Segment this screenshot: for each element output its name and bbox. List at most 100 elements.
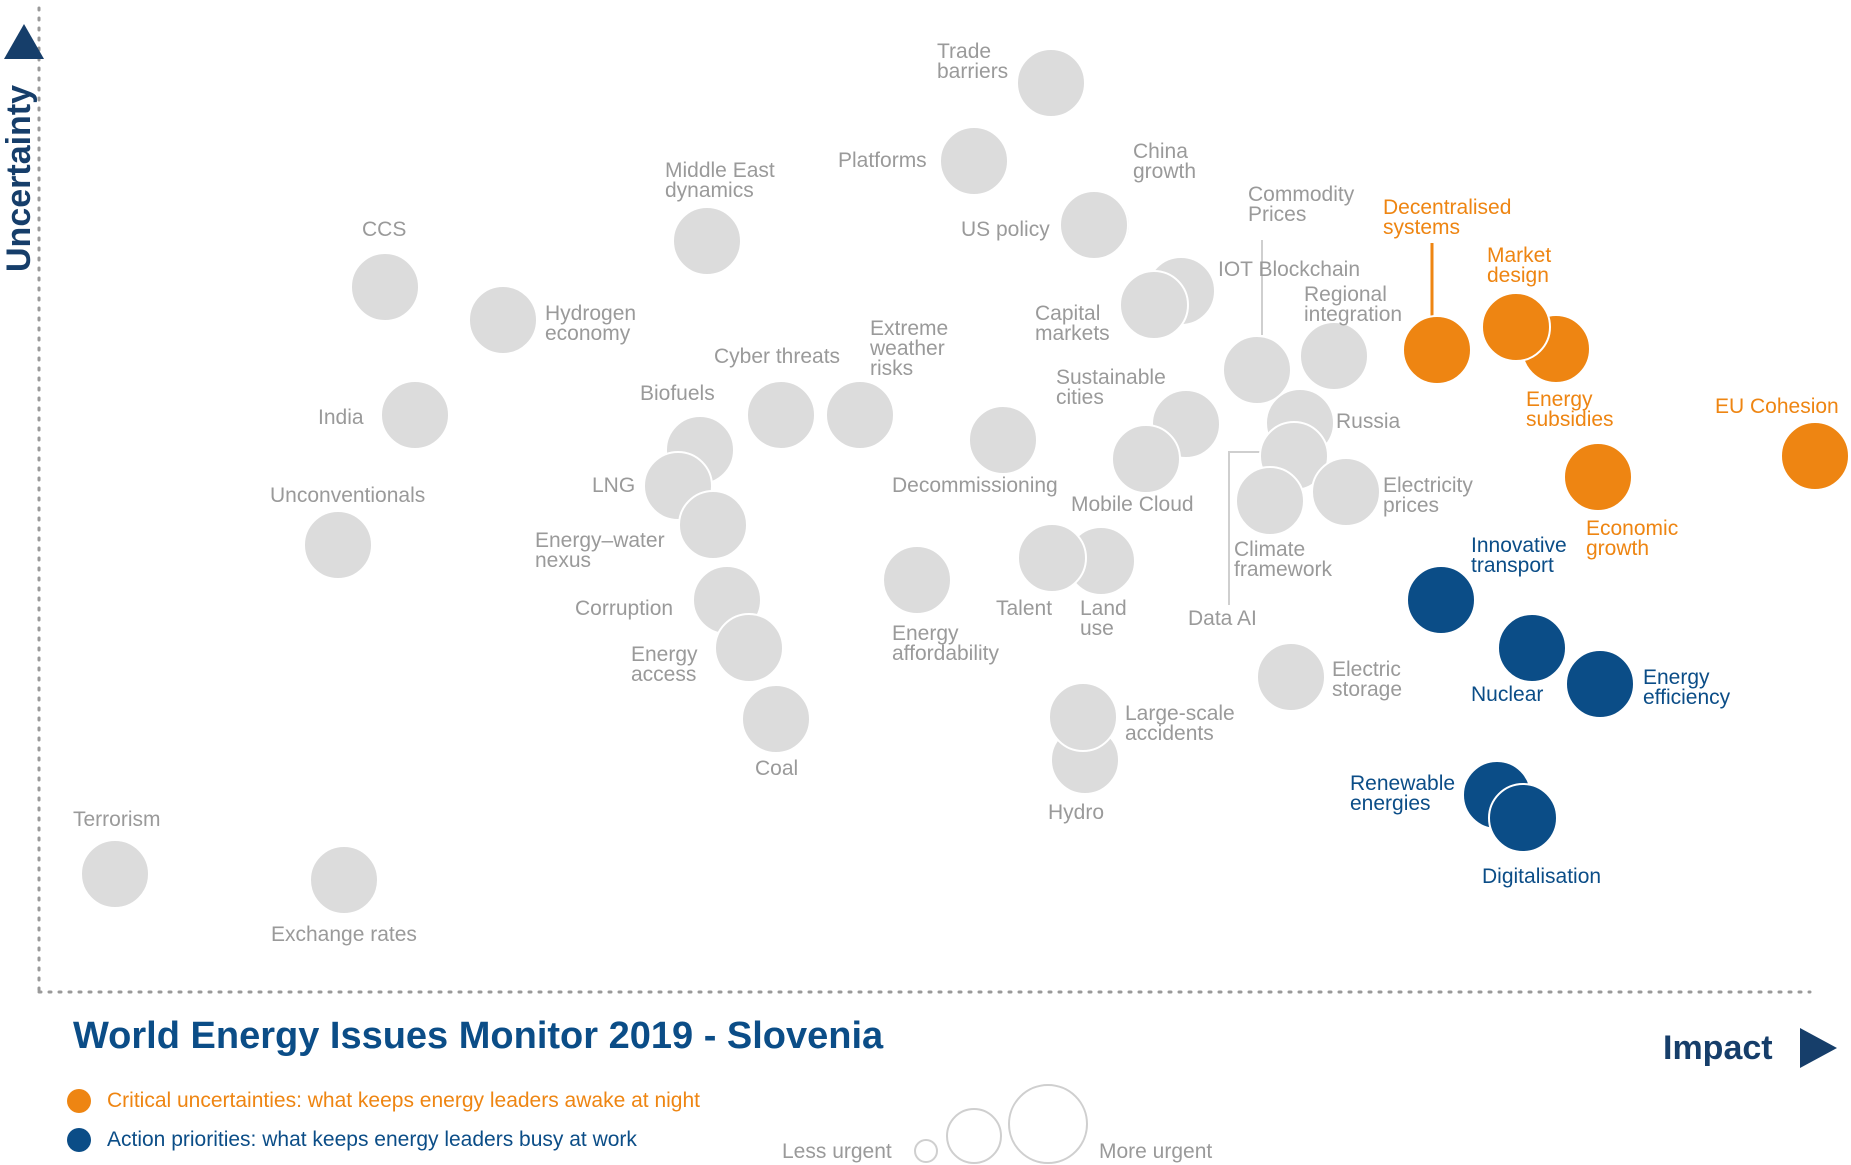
label-line: integration	[1304, 303, 1402, 326]
label-line: IOT Blockchain	[1218, 258, 1360, 281]
label-line: transport	[1471, 554, 1554, 577]
bubble-unconventionals	[303, 510, 373, 580]
label-energy-subsidies: Energy subsidies	[1526, 388, 1614, 431]
label-data-ai: Data AI	[1188, 607, 1257, 630]
legend-orange-dot	[67, 1089, 91, 1113]
label-line: Hydrogen	[545, 302, 636, 325]
label-line: LNG	[592, 474, 635, 497]
label-line: US policy	[961, 218, 1050, 241]
label-market-design: Market design	[1487, 244, 1551, 287]
label-line: Extreme	[870, 317, 948, 340]
label-line: CCS	[362, 218, 406, 241]
label-line: Market	[1487, 244, 1551, 267]
label-line: Prices	[1248, 203, 1306, 226]
bubble-energy-affordability	[882, 545, 952, 615]
label-line: Platforms	[838, 149, 927, 172]
label-extreme-weather-risks: Extreme weather risks	[869, 317, 948, 380]
label-eu-cohesion: EU Cohesion	[1715, 395, 1839, 418]
label-line: design	[1487, 264, 1549, 287]
label-line: Exchange rates	[271, 923, 417, 946]
bubbles-layer	[80, 48, 1850, 915]
label-large-scale-accidents: Large-scale accidents	[1125, 702, 1235, 745]
label-land-use: Land use	[1080, 597, 1127, 640]
label-sustainable-cities: Sustainable cities	[1056, 366, 1166, 409]
label-line: Hydro	[1048, 801, 1104, 824]
label-line: Talent	[996, 597, 1052, 620]
label-mobile-cloud: Mobile Cloud	[1071, 493, 1194, 516]
label-hydrogen-economy: Hydrogen economy	[545, 302, 636, 345]
label-line: Mobile Cloud	[1071, 493, 1194, 516]
label-line: nexus	[535, 549, 591, 572]
label-line: energies	[1350, 792, 1431, 815]
label-line: EU Cohesion	[1715, 395, 1839, 418]
label-digitalisation: Digitalisation	[1482, 865, 1601, 888]
bubble-capital-markets	[1119, 270, 1189, 340]
bubble-talent	[1017, 523, 1087, 593]
label-capital-markets: Capital markets	[1035, 302, 1110, 345]
bubble-nuclear	[1497, 613, 1567, 683]
label-middle-east-dynamics: Middle East dynamics	[665, 159, 775, 202]
label-energy-access: Energy access	[631, 643, 698, 686]
label-line: India	[318, 406, 364, 429]
label-coal: Coal	[755, 757, 798, 780]
bubble-ccs	[350, 252, 420, 322]
label-iot-blockchain: IOT Blockchain	[1218, 258, 1360, 281]
label-line: Energy	[1643, 666, 1710, 689]
label-line: access	[631, 663, 696, 686]
label-line: Coal	[755, 757, 798, 780]
bubble-terrorism	[80, 839, 150, 909]
label-line: Sustainable	[1056, 366, 1166, 389]
bubble-electricity-prices	[1311, 457, 1381, 527]
label-line: Climate	[1234, 538, 1305, 561]
label-line: growth	[1133, 160, 1196, 183]
label-line: Land	[1080, 597, 1127, 620]
bubble-digitalisation	[1488, 783, 1558, 853]
bubble-cyber-threats	[746, 380, 816, 450]
label-line: Energy	[631, 643, 698, 666]
legend-blue-dot	[67, 1128, 91, 1152]
label-line: Renewable	[1350, 772, 1455, 795]
label-climate-framework: Climate framework	[1234, 538, 1333, 581]
bubble-decentralised-systems	[1402, 315, 1472, 385]
label-corruption: Corruption	[575, 597, 673, 620]
chart-title: World Energy Issues Monitor 2019 - Slove…	[73, 1015, 884, 1057]
label-line: barriers	[937, 60, 1008, 83]
bubble-middle-east-dynamics	[672, 206, 742, 276]
label-line: Decommissioning	[892, 474, 1058, 497]
label-line: prices	[1383, 494, 1439, 517]
bubble-regional-integration	[1299, 321, 1369, 391]
bubble-mobile-cloud	[1111, 424, 1181, 494]
bubble-market-design	[1481, 292, 1551, 362]
label-line: Energy	[892, 622, 959, 645]
label-economic-growth: Economic growth	[1586, 517, 1678, 560]
label-line: Capital	[1035, 302, 1100, 325]
label-line: accidents	[1125, 722, 1214, 745]
label-line: Unconventionals	[270, 484, 425, 507]
label-line: framework	[1234, 558, 1333, 581]
label-electric-storage: Electric storage	[1332, 658, 1402, 701]
legend-blue-label: Action priorities: what keeps energy lea…	[107, 1128, 637, 1151]
label-china-growth: China growth	[1133, 140, 1196, 183]
bubble-hydrogen-economy	[468, 285, 538, 355]
label-russia: Russia	[1336, 410, 1401, 433]
label-line: markets	[1035, 322, 1110, 345]
y-axis-title: Uncertainty	[0, 85, 38, 272]
label-line: Large-scale	[1125, 702, 1235, 725]
size-legend-less-label: Less urgent	[782, 1140, 892, 1163]
bubble-energy-water-nexus	[678, 490, 748, 560]
size-legend-medium-circle	[946, 1108, 1002, 1164]
bubble-us-policy	[1059, 190, 1129, 260]
size-legend-small-circle	[914, 1139, 938, 1163]
label-line: cities	[1056, 386, 1104, 409]
label-energy-affordability: Energy affordability	[892, 622, 1000, 665]
label-line: Energy–water	[535, 529, 665, 552]
label-lng: LNG	[592, 474, 635, 497]
label-line: China	[1133, 140, 1188, 163]
label-innovative-transport: Innovative transport	[1471, 534, 1567, 577]
label-decommissioning: Decommissioning	[892, 474, 1058, 497]
bubble-energy-access	[714, 613, 784, 683]
label-line: subsidies	[1526, 408, 1614, 431]
x-axis-title: Impact	[1663, 1029, 1773, 1067]
